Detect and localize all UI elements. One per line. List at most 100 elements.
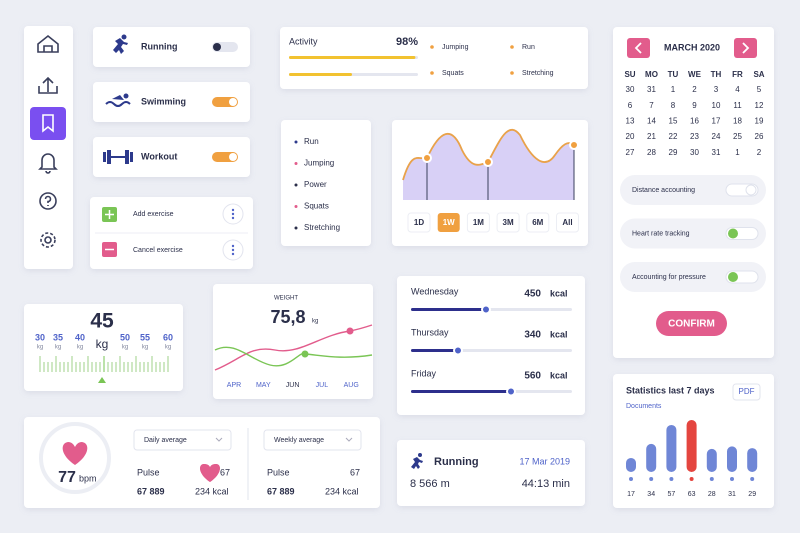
pdf-button[interactable] [732,383,761,401]
range-button[interactable] [526,212,550,233]
calendar-day: 16 [690,117,699,126]
calendar-day: 11 [733,101,742,110]
slider-fill [411,349,458,352]
legend-dot [430,45,434,49]
activity-name: Running [141,41,178,51]
calendar-day: 18 [733,117,742,126]
weekday: SA [753,70,764,79]
bar [646,443,657,472]
range-label: 1D [414,218,424,227]
day-label: Wednesday [411,286,459,296]
weekday: TH [711,70,722,79]
calendar-day: 7 [649,101,654,110]
calendar-day: 21 [647,132,656,141]
list-item: Run [304,137,319,146]
bar-dot [629,477,633,481]
weekday: FR [732,70,743,79]
confirm-label: CONFIRM [668,319,715,330]
calendar-day: 2 [692,85,697,94]
calendar-day: 31 [712,148,721,157]
range-button[interactable] [556,212,579,233]
weight-unit: kg [312,319,318,325]
calendar-day: 26 [755,132,764,141]
bar-label: 31 [728,491,736,498]
weekday: SU [624,70,635,79]
bar-dot [750,477,755,481]
list-item: Jumping [304,159,334,168]
scale-tick: 30 [35,332,45,342]
bar-dot [709,477,714,481]
kcal-unit: kcal [550,370,568,380]
calendar-month: MARCH 2020 [664,42,720,52]
range-button[interactable] [496,212,520,233]
calendar-day: 27 [626,148,635,157]
kcal-unit: kcal [550,329,568,339]
activity-name: Workout [141,151,177,161]
calendar-day: 25 [733,132,742,141]
area-chart [402,128,579,200]
scale-value: 45 [90,310,114,333]
scale-tick-unit: kg [165,345,171,351]
run-time: 44:13 min [522,478,570,490]
calendar-day: 4 [735,85,740,94]
calendar-day: 3 [714,85,719,94]
calendar-day: 10 [712,101,721,110]
toggle-knob [728,228,738,239]
kcal-total: 234 kcal [325,486,359,496]
bar-dot [669,477,674,481]
kcal-value: 450 [524,289,541,300]
calendar-day: 15 [669,117,678,126]
bar [666,424,677,472]
activity-percent: 98% [396,36,418,48]
bullet [294,140,298,144]
list-item: Power [304,180,327,189]
month-label: AUG [344,382,359,389]
bar-dot [730,477,734,481]
bar-label: 34 [647,491,655,498]
weight-label: WEIGHT [274,296,298,302]
calendar-day: 13 [626,117,635,126]
heart-count: 67 [350,467,360,477]
range-label: All [562,218,572,227]
run-date: 17 Mar 2019 [519,456,570,466]
heart-count: 67 [220,467,230,477]
bar-label: 29 [748,491,756,498]
scale-tick: 60 [163,332,173,342]
calendar-day: 28 [647,148,656,157]
range-label: 1W [443,218,455,227]
slider-fill [411,390,511,393]
scale-tick: 50 [120,332,130,342]
setting-row [620,218,766,249]
activity-name: Swimming [141,96,186,106]
scale-unit: kg [96,337,109,351]
range-button[interactable] [437,213,460,232]
range-button[interactable] [466,212,490,233]
heart-unit: bpm [79,473,97,483]
calendar-day: 30 [626,85,635,94]
slider-thumb[interactable] [481,304,491,315]
exercise-controls[interactable] [95,203,248,261]
calendar-day: 20 [626,132,635,141]
sidebar-icons[interactable] [30,34,66,248]
scale-tick-unit: kg [37,345,43,351]
slider-thumb[interactable] [506,386,516,397]
calendar-arrows[interactable] [627,38,757,58]
confirm-button[interactable] [656,311,727,336]
bar-label: 17 [627,491,635,498]
heart-widget [39,422,362,500]
weekday: MO [645,70,658,79]
calendar-day: 19 [755,117,764,126]
legend-label: Run [522,44,535,51]
calendar-day: 1 [735,148,740,157]
legend-label: Jumping [442,44,469,51]
scale-tick: 55 [140,332,150,342]
slider-fill [411,308,486,311]
range-button[interactable] [407,212,431,233]
scale-tick-unit: kg [77,345,83,351]
bar [727,446,737,472]
progress-bar [289,56,416,59]
scale-tick: 35 [53,332,63,342]
pulse-value: 67 889 [137,486,165,496]
slider-thumb[interactable] [453,345,463,356]
